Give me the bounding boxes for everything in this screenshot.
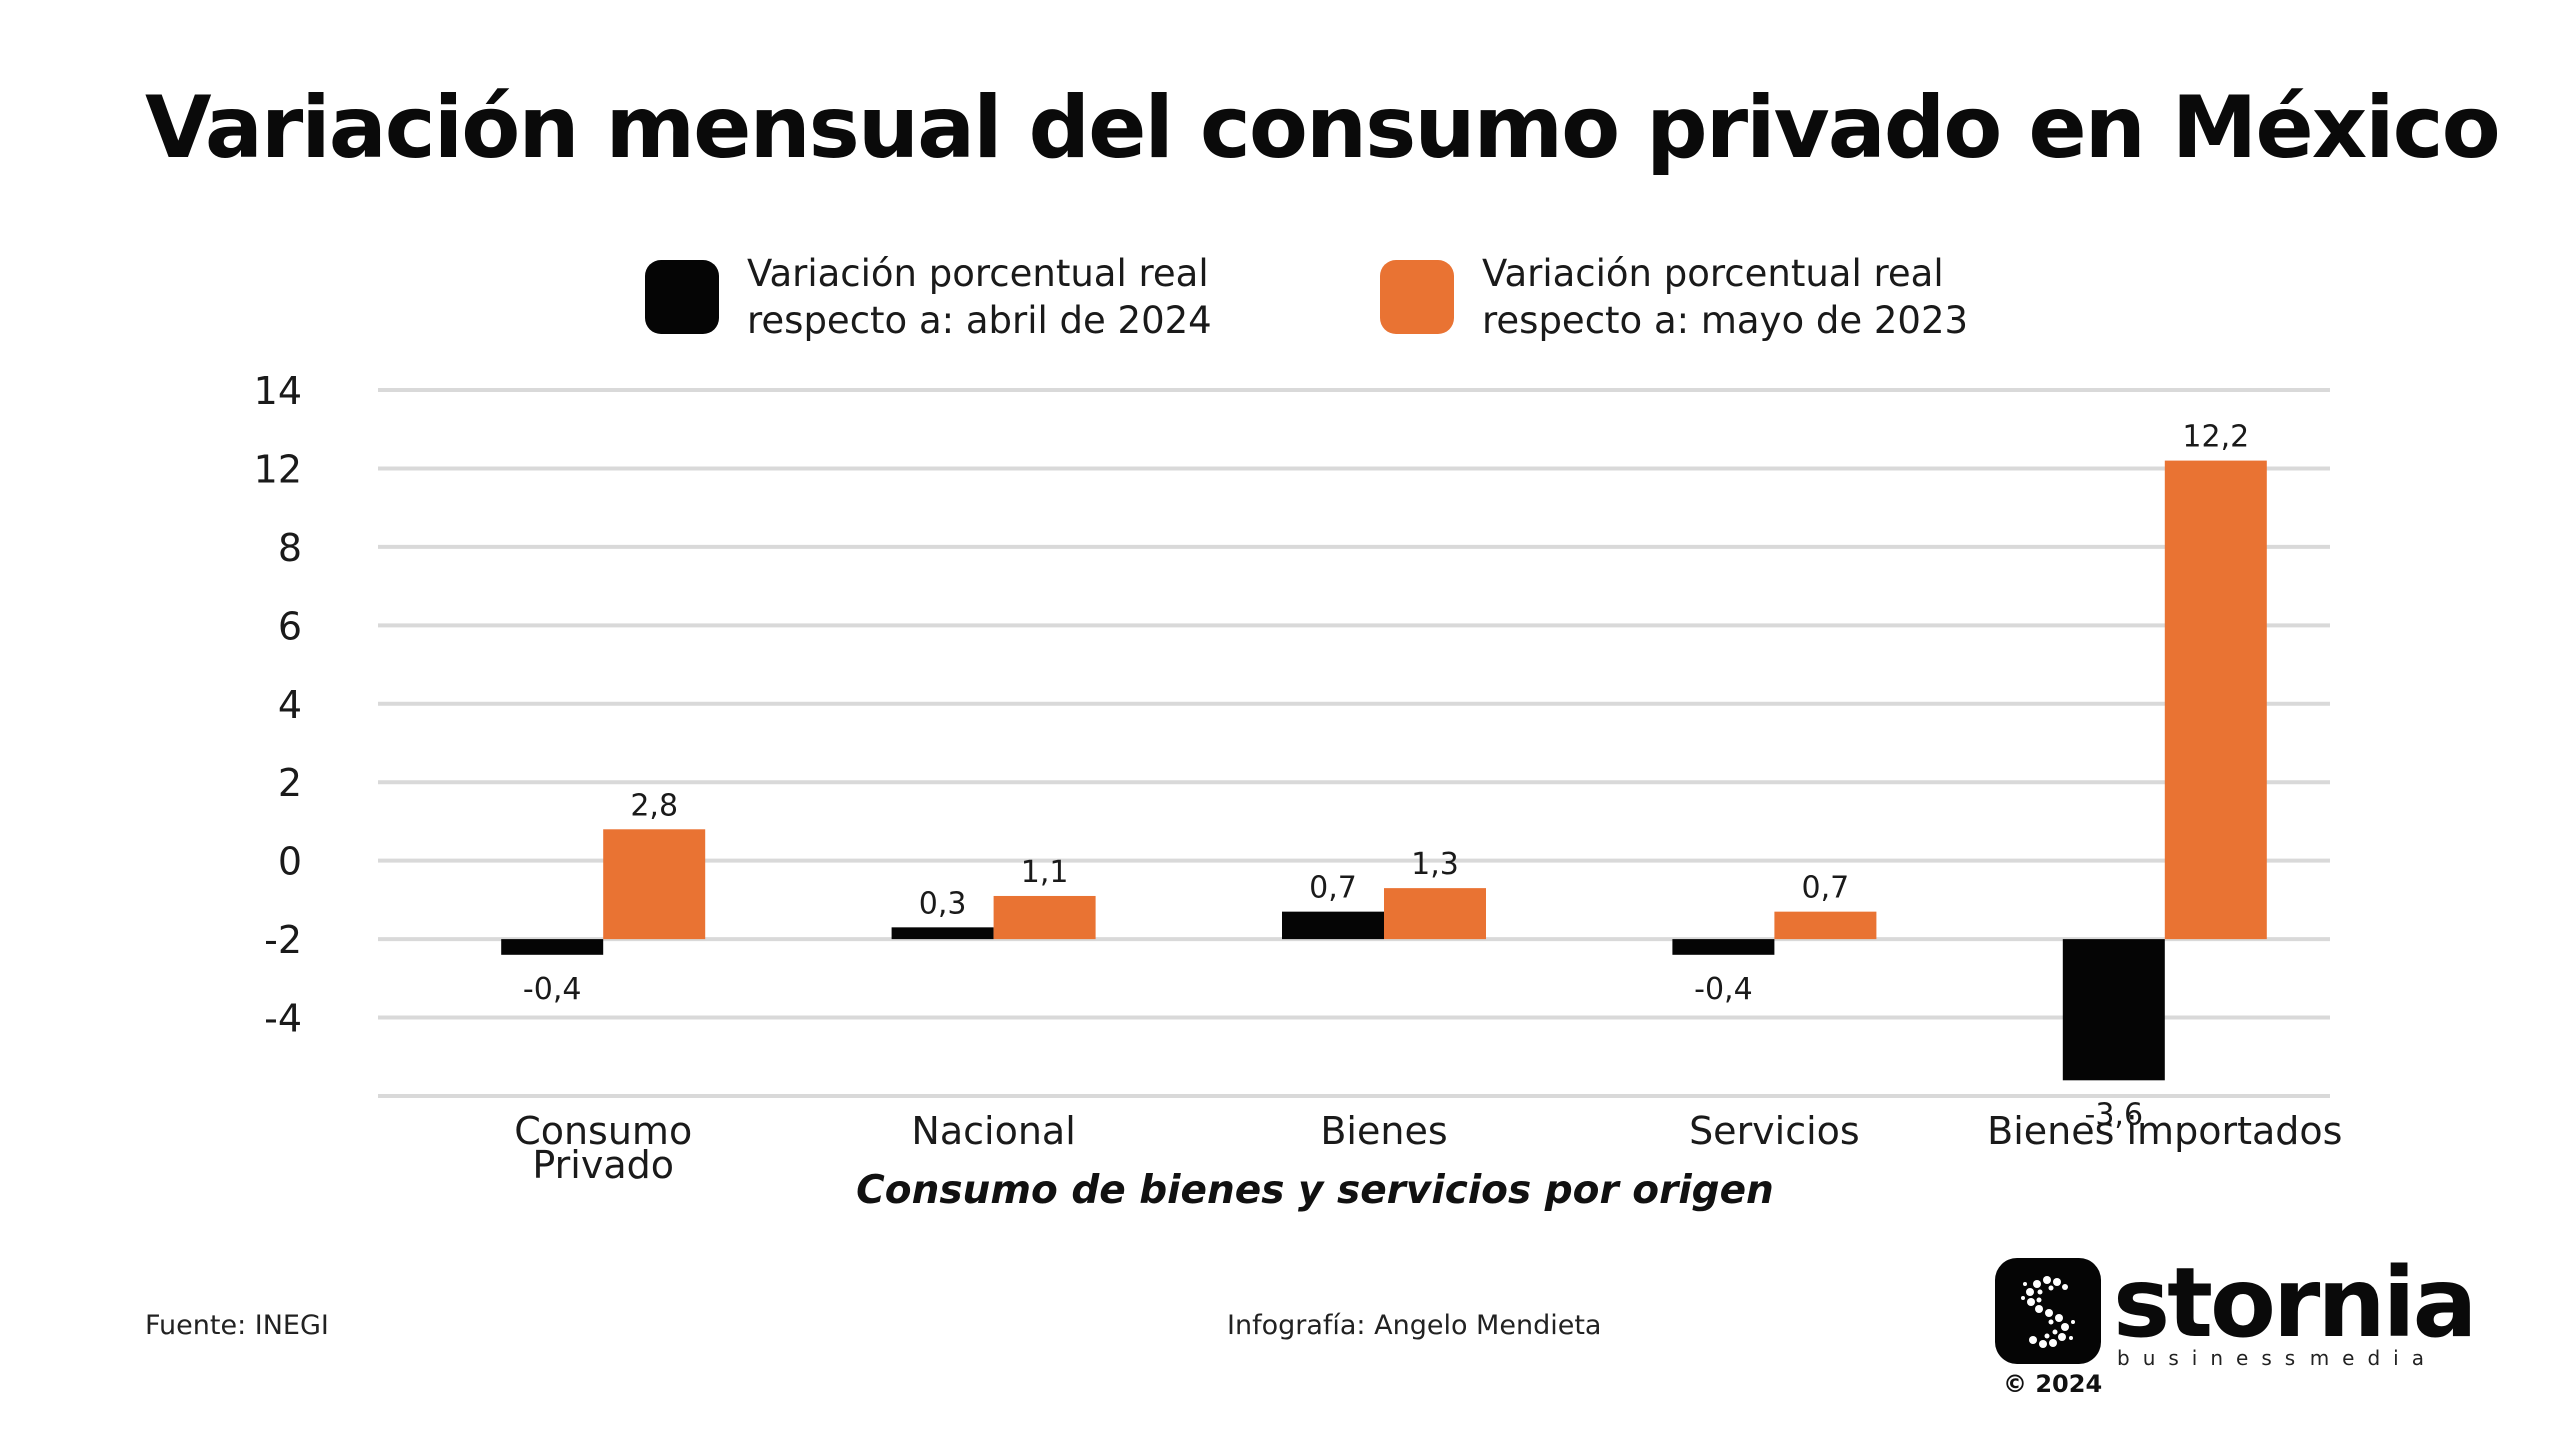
data-label: 0,3	[919, 886, 967, 921]
bar-may-2023	[993, 895, 1096, 940]
bar-april-2024	[1672, 939, 1775, 955]
y-tick-label: 4	[278, 683, 302, 727]
logo-wordmark: stornia	[2113, 1247, 2477, 1359]
data-label: 2,8	[630, 788, 678, 823]
logo-tagline-left: business	[2117, 1346, 2309, 1370]
legend-item-april-2024: Variación porcentual real respecto a: ab…	[645, 250, 1212, 344]
x-tick-label: Servicios	[1689, 1109, 1860, 1153]
data-label: 12,2	[2182, 420, 2249, 455]
bar-april-2024	[501, 939, 604, 955]
logo-mark-icon	[1995, 1258, 2101, 1364]
data-label: 1,3	[1411, 847, 1459, 882]
data-label: 1,1	[1021, 855, 1069, 890]
stornia-logo: stornia business media © 2024	[1995, 1248, 2477, 1398]
bar-may-2023	[1384, 888, 1486, 940]
legend-swatch-orange	[1380, 260, 1454, 334]
bar-april-2024	[1282, 911, 1384, 940]
credit-note: Infografía: Angelo Mendieta	[1227, 1310, 1602, 1341]
data-label: 0,7	[1802, 871, 1850, 906]
logo-tagline-right: media	[2309, 1346, 2437, 1370]
source-note: Fuente: INEGI	[145, 1310, 329, 1341]
y-tick-label: 12	[254, 447, 302, 491]
logo-tagline: business media	[2117, 1346, 2437, 1370]
x-tick-label: Consumo	[514, 1109, 692, 1153]
bar-may-2023	[603, 829, 706, 940]
y-tick-label: 6	[278, 604, 302, 648]
legend-label: Variación porcentual real respecto a: ab…	[747, 250, 1212, 344]
y-tick-label: 0	[278, 840, 302, 884]
bar-april-2024	[891, 927, 994, 940]
y-tick-label: 2	[278, 761, 302, 805]
y-tick-label: -4	[264, 997, 302, 1041]
legend-label-line2: respecto a: mayo de 2023	[1482, 299, 1969, 342]
data-label: 0,7	[1309, 871, 1357, 906]
data-label: -3,6	[2085, 1097, 2144, 1132]
x-tick-label: Nacional	[911, 1109, 1075, 1153]
legend-label-line1: Variación porcentual real	[747, 252, 1209, 295]
x-tick-label: Privado	[532, 1143, 674, 1187]
x-tick-label: Bienes importados	[1987, 1109, 2342, 1153]
legend-label-line1: Variación porcentual real	[1482, 252, 1944, 295]
data-label: -0,4	[523, 972, 582, 1007]
legend-label: Variación porcentual real respecto a: ma…	[1482, 250, 1968, 344]
y-tick-label: 8	[278, 526, 302, 570]
bar-may-2023	[2164, 460, 2267, 940]
y-tick-label: -2	[264, 918, 302, 962]
x-axis-title: Consumo de bienes y servicios por origen	[856, 1168, 1774, 1213]
copyright: © 2024	[2003, 1370, 2103, 1398]
bar-may-2023	[1774, 911, 1877, 940]
page-title: Variación mensual del consumo privado en…	[145, 78, 2501, 178]
legend-swatch-black	[645, 260, 719, 334]
legend-label-line2: respecto a: abril de 2024	[747, 299, 1212, 342]
legend-item-may-2023: Variación porcentual real respecto a: ma…	[1380, 250, 1968, 344]
x-tick-label: Bienes	[1320, 1109, 1447, 1153]
y-tick-label: 14	[254, 369, 302, 413]
data-label: -0,4	[1694, 972, 1753, 1007]
bar-april-2024	[2062, 939, 2165, 1081]
